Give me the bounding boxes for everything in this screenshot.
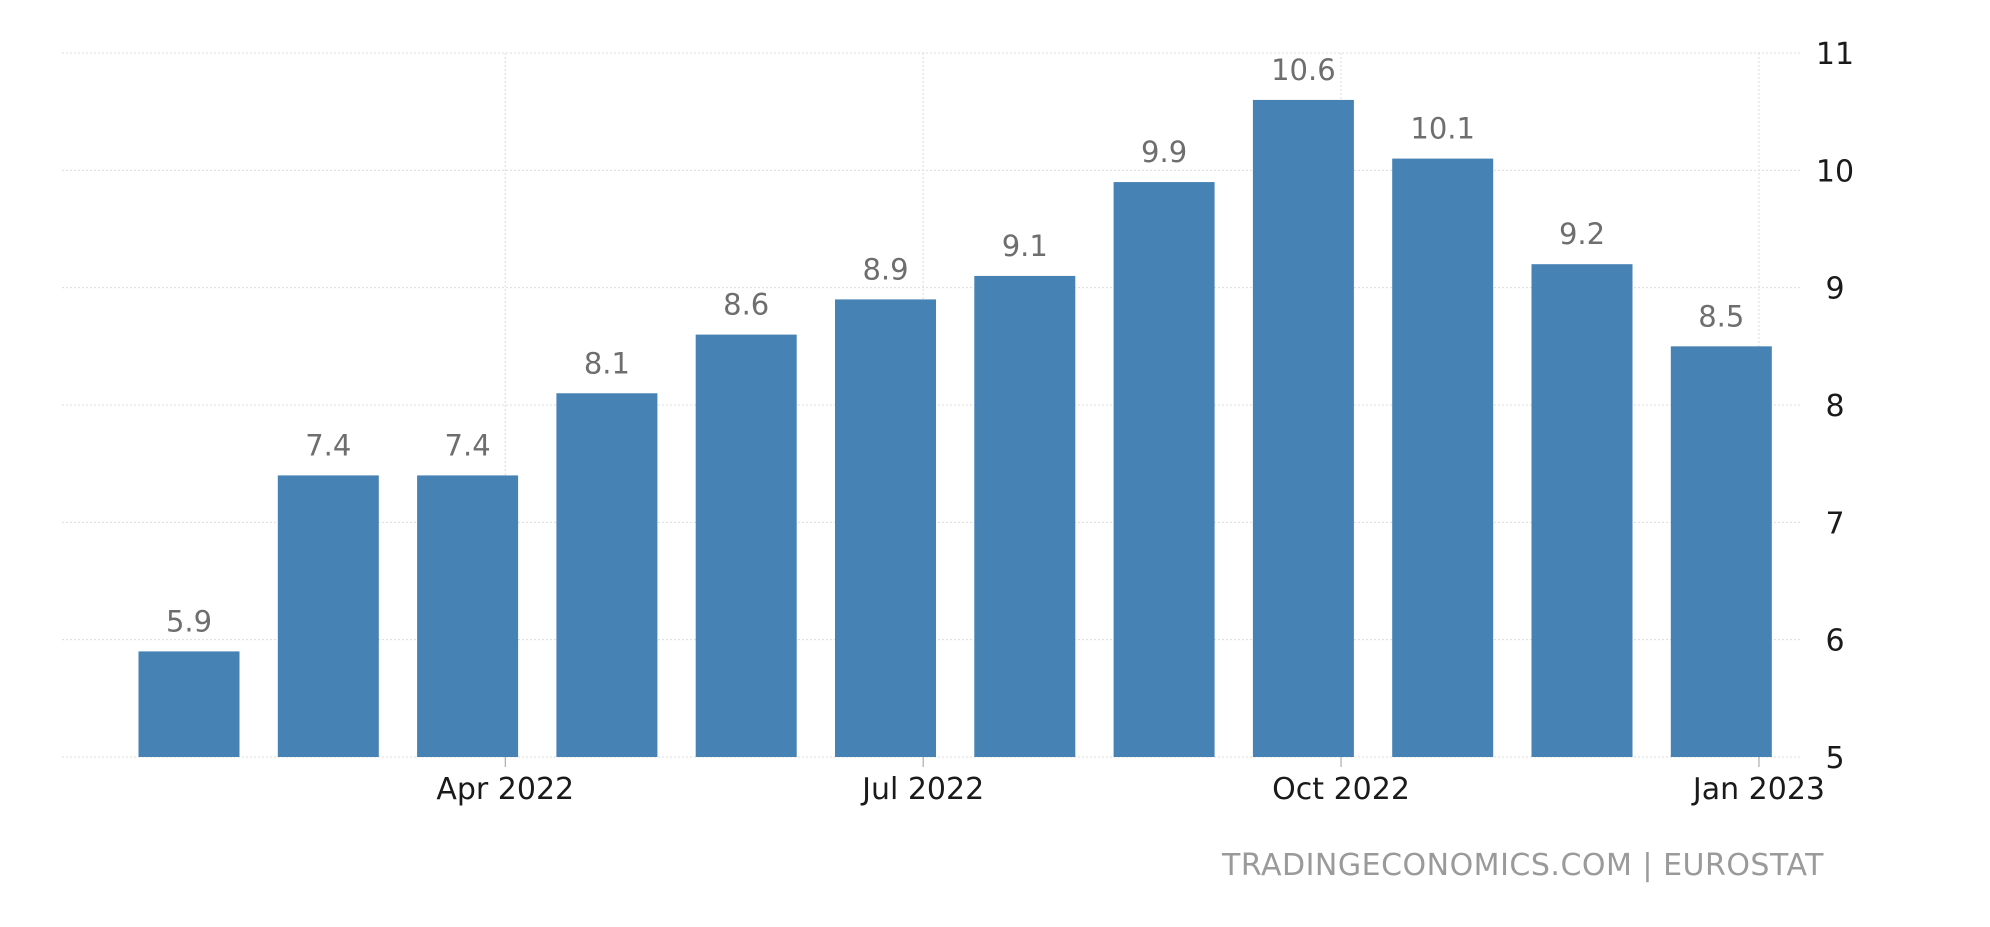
- source-attribution: TRADINGECONOMICS.COM | EUROSTAT: [1222, 848, 1824, 883]
- y-tick-label: 11: [1816, 37, 1854, 72]
- y-axis: 5 6 7 8 9 10 11: [1816, 37, 1854, 776]
- y-tick-label: 9: [1825, 272, 1844, 307]
- bar: [1670, 346, 1772, 757]
- x-axis: Apr 2022 Jul 2022 Oct 2022 Jan 2023: [436, 757, 1825, 807]
- data-label: 9.2: [1559, 217, 1605, 251]
- bar: [277, 475, 379, 757]
- data-label: 9.1: [1002, 229, 1048, 263]
- bar: [556, 393, 658, 757]
- data-labels: 5.9 7.4 7.4 8.1 8.6 8.9 9.1 9.9 10.6 10.1 9.2 8.5: [166, 53, 1744, 638]
- bar: [138, 651, 240, 757]
- bar: [1531, 264, 1633, 757]
- data-label: 7.4: [445, 428, 491, 462]
- bar: [1252, 99, 1354, 757]
- y-tick-label: 7: [1825, 506, 1844, 541]
- data-label: 8.5: [1698, 299, 1744, 333]
- data-label: 8.1: [584, 346, 630, 380]
- data-label: 8.6: [723, 288, 769, 322]
- data-label: 8.9: [862, 252, 908, 286]
- x-tick-label: Apr 2022: [436, 772, 574, 807]
- data-label: 5.9: [166, 604, 212, 638]
- y-tick-label: 8: [1825, 389, 1844, 424]
- data-label: 7.4: [305, 428, 351, 462]
- bar: [1113, 182, 1215, 758]
- x-tick-label: Jul 2022: [860, 772, 984, 807]
- data-label: 9.9: [1141, 135, 1187, 169]
- x-tick-label: Jan 2023: [1691, 772, 1825, 807]
- x-tick-label: Oct 2022: [1272, 772, 1410, 807]
- data-label: 10.1: [1410, 112, 1475, 146]
- data-label: 10.6: [1271, 53, 1336, 87]
- bar: [695, 334, 797, 757]
- bar: [417, 475, 519, 757]
- y-tick-label: 6: [1825, 624, 1844, 659]
- bar: [974, 275, 1076, 757]
- bars: [138, 99, 1772, 758]
- bar: [835, 299, 936, 757]
- y-tick-label: 10: [1816, 154, 1854, 189]
- bar: [1392, 158, 1494, 758]
- y-tick-label: 5: [1825, 741, 1844, 776]
